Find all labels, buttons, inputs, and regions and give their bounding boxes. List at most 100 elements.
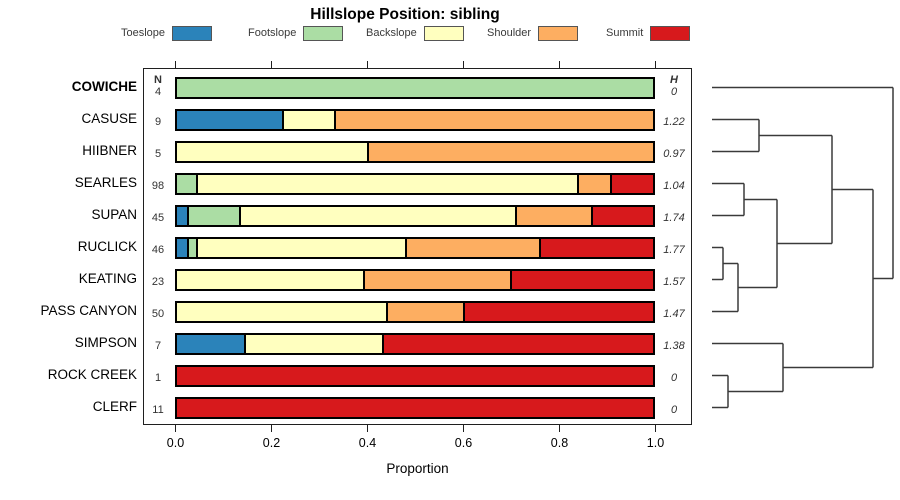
series-label-ruclick: RUCLICK	[77, 239, 137, 254]
bar-pass-canyon	[175, 300, 655, 323]
legend-label: Footslope	[248, 27, 297, 39]
legend-label: Summit	[606, 27, 644, 39]
summit-segment	[177, 398, 653, 417]
bar-supan	[175, 204, 655, 227]
n-value: 46	[151, 243, 165, 256]
series-label-casuse: CASUSE	[81, 111, 137, 126]
bar-casuse	[175, 108, 655, 131]
bottom-tick	[559, 425, 561, 432]
top-tick	[655, 61, 657, 68]
bar-rock-creek	[175, 364, 655, 387]
summit-segment	[462, 302, 653, 321]
h-value: 0	[670, 371, 678, 384]
series-label-cowiche: COWICHE	[71, 79, 137, 94]
h-value: 1.47	[663, 307, 685, 320]
shoulder-segment	[367, 142, 653, 161]
shoulder-segment	[386, 302, 463, 321]
backslope-segment	[281, 110, 335, 129]
h-value: 1.38	[663, 339, 685, 352]
footslope-segment	[177, 78, 653, 97]
bar-keating	[175, 268, 655, 291]
n-column-header: N	[154, 73, 162, 86]
x-tick-label: 0.4	[358, 436, 377, 450]
h-value: 1.22	[663, 115, 685, 128]
bottom-tick	[175, 425, 177, 432]
n-value: 1	[154, 371, 162, 384]
shoulder-swatch	[538, 25, 579, 41]
backslope-segment	[238, 206, 515, 225]
toeslope-swatch	[172, 25, 213, 41]
footslope-segment	[177, 174, 197, 193]
top-tick	[463, 61, 465, 68]
x-tick-label: 0.8	[550, 436, 569, 450]
h-value: 0.97	[663, 147, 685, 160]
footslope-segment	[186, 238, 197, 257]
top-tick	[271, 61, 273, 68]
summit-segment	[610, 174, 653, 193]
summit-segment	[177, 366, 653, 385]
summit-segment	[538, 238, 653, 257]
backslope-segment	[243, 334, 382, 353]
series-label-pass-canyon: PASS CANYON	[40, 303, 137, 318]
series-label-keating: KEATING	[78, 271, 137, 286]
bar-ruclick	[175, 236, 655, 259]
h-value: 1.77	[663, 243, 685, 256]
toeslope-segment	[177, 110, 282, 129]
legend-item-summit: Summit	[606, 25, 691, 41]
legend-label: Shoulder	[487, 27, 532, 39]
backslope-swatch	[423, 25, 464, 41]
plot-area	[143, 68, 692, 425]
bar-cowiche	[175, 76, 655, 99]
n-value: 45	[151, 211, 165, 224]
x-tick-label: 0.0	[166, 436, 185, 450]
x-tick-label: 0.6	[454, 436, 473, 450]
h-column-header: H	[670, 73, 678, 86]
series-label-searles: SEARLES	[74, 175, 137, 190]
shoulder-segment	[334, 110, 653, 129]
chart-title: Hillslope Position: sibling	[310, 6, 500, 23]
series-label-rock-creek: ROCK CREEK	[47, 367, 137, 382]
n-value: 5	[154, 147, 162, 160]
x-tick-label: 0.2	[262, 436, 281, 450]
series-label-supan: SUPAN	[91, 207, 137, 222]
backslope-segment	[196, 174, 577, 193]
legend-label: Backslope	[366, 27, 417, 39]
x-axis-label: Proportion	[386, 461, 449, 476]
n-value: 23	[151, 275, 165, 288]
shoulder-segment	[362, 270, 511, 289]
h-value: 1.04	[663, 179, 685, 192]
backslope-segment	[196, 238, 406, 257]
bottom-tick	[655, 425, 657, 432]
h-value: 1.57	[663, 275, 685, 288]
n-value: 11	[152, 403, 164, 416]
toeslope-segment	[177, 206, 187, 225]
bottom-tick	[271, 425, 273, 432]
summit-segment	[381, 334, 653, 353]
bar-hiibner	[175, 140, 655, 163]
legend-item-footslope: Footslope	[248, 25, 344, 41]
h-value: 1.74	[663, 211, 685, 224]
toeslope-segment	[177, 238, 187, 257]
shoulder-segment	[576, 174, 611, 193]
series-label-simpson: SIMPSON	[74, 335, 137, 350]
summit-segment	[591, 206, 653, 225]
n-value: 9	[154, 115, 162, 128]
series-label-clerf: CLERF	[92, 399, 137, 414]
bar-simpson	[175, 332, 655, 355]
legend-item-shoulder: Shoulder	[487, 25, 579, 41]
shoulder-segment	[405, 238, 539, 257]
top-tick	[175, 61, 177, 68]
top-tick	[559, 61, 561, 68]
summit-swatch	[650, 25, 691, 41]
legend-item-backslope: Backslope	[366, 25, 464, 41]
n-value: 98	[151, 179, 165, 192]
summit-segment	[510, 270, 653, 289]
shoulder-segment	[514, 206, 592, 225]
toeslope-segment	[177, 334, 244, 353]
bottom-tick	[367, 425, 369, 432]
backslope-segment	[177, 270, 363, 289]
x-tick-label: 1.0	[646, 436, 665, 450]
